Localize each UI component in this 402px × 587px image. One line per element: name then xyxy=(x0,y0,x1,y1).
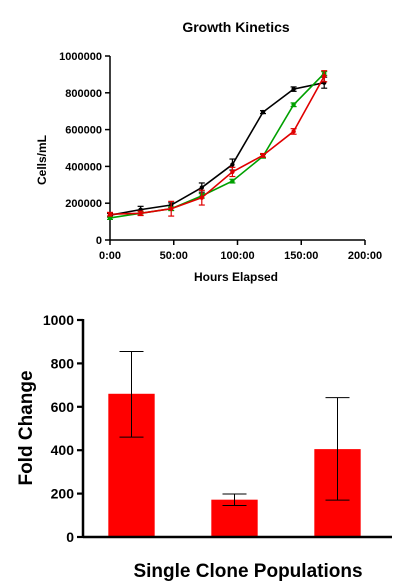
line-chart-y-tick-label: 600000 xyxy=(65,125,102,137)
line-data-point xyxy=(107,215,113,221)
bar-chart-y-label: Fold Change xyxy=(16,370,37,485)
line-data-point xyxy=(260,109,266,115)
line-chart-y-ticks: 0 200000 400000 600000 800000 1000000 xyxy=(59,51,110,247)
bar-chart-y-tick-label: 0 xyxy=(66,529,74,545)
bar-chart-y-tick-label: 1000 xyxy=(43,312,74,328)
line-data-point xyxy=(199,195,204,200)
fold-change-chart: 0 200 400 600 800 1000 Fold Change Single Clo… xyxy=(16,312,392,582)
bar-chart-y-tick-label: 800 xyxy=(51,355,75,371)
line-chart-y-tick-label: 800000 xyxy=(65,88,102,100)
line-data-point xyxy=(322,74,327,79)
line-data-point xyxy=(291,86,296,92)
bar-1 xyxy=(211,493,258,537)
bar-chart-x-label: Single Clone Populations xyxy=(133,561,362,582)
line-chart-y-tick-label: 400000 xyxy=(65,161,102,173)
line-series-2 xyxy=(107,70,328,217)
line-data-point xyxy=(230,169,235,175)
bar-chart-y-ticks: 0 200 400 600 800 1000 xyxy=(43,312,83,545)
bar-0 xyxy=(108,350,155,537)
line-series-path xyxy=(109,81,325,216)
line-chart-series xyxy=(107,70,328,221)
line-chart-y-tick-label: 1000000 xyxy=(59,51,102,63)
line-data-point xyxy=(291,129,296,134)
bar-chart-y-tick-label: 600 xyxy=(51,399,75,415)
line-chart-x-tick-label: 100:00 xyxy=(220,250,254,262)
line-data-point xyxy=(230,178,235,184)
bar-chart-y-tick-label: 400 xyxy=(51,442,75,458)
line-chart-x-tick-label: 200:00 xyxy=(348,250,382,262)
line-chart-y-tick-label: 0 xyxy=(96,235,102,247)
growth-kinetics-chart: Growth Kinetics 0 200000 400000 600000 80000… xyxy=(35,19,382,284)
line-series-path xyxy=(109,72,325,219)
line-chart-x-ticks: 0:00 50:00 100:00 150:00 200:00 xyxy=(99,240,382,262)
line-data-point xyxy=(169,206,174,211)
line-data-point xyxy=(107,212,113,217)
bar-chart-bars xyxy=(108,350,361,537)
line-data-point xyxy=(260,153,266,158)
line-series-path xyxy=(109,75,325,216)
line-chart-y-label: Cells/mL xyxy=(35,135,49,185)
line-series-1 xyxy=(107,71,328,221)
line-data-point xyxy=(199,185,204,190)
line-series-0 xyxy=(107,76,328,218)
line-chart-x-tick-label: 50:00 xyxy=(160,250,188,262)
bar-chart-y-tick-label: 200 xyxy=(51,486,75,502)
line-chart-y-tick-label: 200000 xyxy=(65,198,102,210)
line-data-point xyxy=(138,211,143,216)
line-chart-x-tick-label: 0:00 xyxy=(99,250,121,262)
line-data-point xyxy=(291,102,296,107)
line-chart-x-tick-label: 150:00 xyxy=(284,250,318,262)
line-chart-x-label: Hours Elapsed xyxy=(194,270,278,284)
bar-2 xyxy=(314,397,361,537)
line-data-point xyxy=(230,162,235,167)
line-chart-title: Growth Kinetics xyxy=(182,19,290,35)
